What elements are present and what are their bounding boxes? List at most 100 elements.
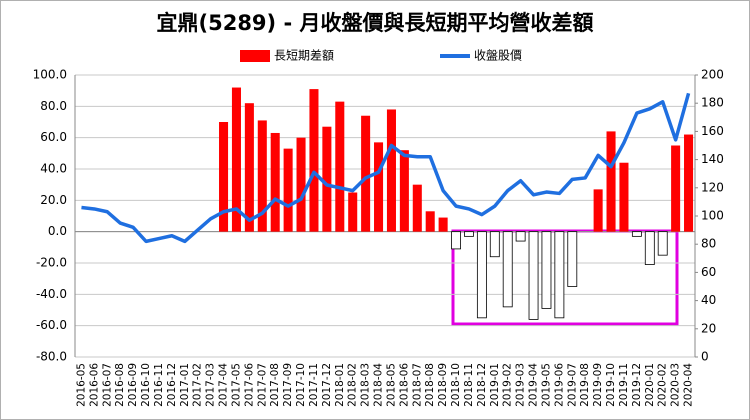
x-tick-label: 2016-12 [166,363,178,407]
bar [684,134,694,232]
bar [257,120,267,232]
x-tick-label: 2018-12 [476,363,488,407]
x-tick-label: 2016-08 [114,363,126,407]
y-tick-label: -40.0 [36,287,67,301]
x-tick-label: 2019-09 [592,363,604,407]
bar [554,231,565,319]
bar [671,145,681,232]
x-tick-label: 2018-01 [334,363,346,407]
bar [219,122,229,232]
y2-tick-label: 140 [701,152,724,166]
x-tick-label: 2018-05 [385,363,397,407]
bar [451,231,461,250]
x-tick-label: 2019-07 [566,363,578,407]
bar [657,231,668,256]
x-tick-label: 2019-11 [618,363,630,407]
y-tick-label: 100.0 [33,68,67,82]
bar [386,109,396,232]
x-tick-label: 2018-06 [398,363,410,407]
x-tick-label: 2018-02 [347,363,359,407]
x-tick-label: 2018-07 [411,363,423,407]
x-tick-label: 2017-03 [205,363,217,407]
bar [619,162,629,232]
y2-tick-label: 80 [701,237,716,251]
x-tick-label: 2019-08 [579,363,591,407]
y2-tick-label: 160 [701,124,724,138]
legend-label: 收盤股價 [474,49,522,63]
x-tick-label: 2016-09 [127,363,139,407]
bar [593,189,603,232]
x-tick-label: 2018-09 [437,363,449,407]
bar [489,231,500,258]
x-tick-label: 2019-04 [528,363,540,407]
y2-tick-label: 120 [701,180,724,194]
bar [631,231,642,237]
y-tick-label: -60.0 [36,318,67,332]
legend-swatch [240,50,270,62]
x-tick-label: 2019-12 [631,363,643,407]
x-tick-label: 2020-02 [657,363,669,407]
x-tick-label: 2017-10 [295,363,307,407]
bar [361,115,371,232]
x-tick-label: 2018-04 [373,363,385,407]
bar [541,231,552,309]
x-tick-label: 2019-06 [553,363,565,407]
y2-tick-label: 40 [701,293,716,307]
x-tick-label: 2019-02 [502,363,514,407]
bar [335,101,345,232]
bar [283,148,293,232]
x-tick-label: 2017-01 [179,363,191,407]
y2-tick-label: 180 [701,96,724,110]
x-tick-label: 2020-01 [644,363,656,407]
x-tick-label: 2017-08 [269,363,281,407]
y2-tick-label: 100 [701,209,724,223]
bar [309,89,319,232]
bar [425,211,435,232]
x-tick-label: 2018-11 [463,363,475,407]
bar [476,231,487,319]
x-tick-label: 2020-03 [670,363,682,407]
y2-tick-label: 200 [701,68,724,82]
price-line [81,92,691,244]
x-tick-label: 2018-03 [360,363,372,407]
x-tick-label: 2017-02 [192,363,204,407]
bar [502,231,513,308]
y-tick-label: -80.0 [36,350,67,364]
x-tick-label: 2017-07 [256,363,268,407]
chart-title: 宜鼎(5289) - 月收盤價與長短期平均營收差額 [157,11,594,35]
bar [606,131,616,232]
x-tick-label: 2017-11 [308,363,320,407]
bar [348,192,358,232]
bar [528,231,539,320]
x-tick-label: 2016-11 [153,363,165,407]
x-tick-label: 2017-06 [243,363,255,407]
x-tick-label: 2019-01 [489,363,501,407]
bar [270,132,280,232]
y2-tick-label: 20 [701,321,716,335]
x-tick-label: 2017-05 [230,363,242,407]
bar [231,87,241,232]
bar [464,231,474,237]
x-tick-label: 2019-03 [515,363,527,407]
y-tick-label: -20.0 [36,256,67,270]
bar [515,231,526,242]
y-tick-label: 0.0 [48,224,67,238]
y-tick-label: 20.0 [40,193,67,207]
bar [322,126,332,232]
x-tick-label: 2017-09 [282,363,294,407]
bar [244,103,254,232]
x-tick-label: 2017-04 [218,363,230,407]
legend-label: 長短期差額 [274,49,334,63]
x-tick-label: 2016-05 [75,363,87,407]
y-tick-label: 60.0 [40,130,67,144]
y2-tick-label: 0 [701,350,709,364]
x-tick-label: 2017-12 [321,363,333,407]
bar [412,184,422,232]
bar [399,150,409,232]
bar [644,231,655,265]
x-tick-label: 2016-06 [88,363,100,407]
y-tick-label: 40.0 [40,162,67,176]
x-tick-label: 2020-04 [683,363,695,407]
x-tick-label: 2018-10 [450,363,462,407]
